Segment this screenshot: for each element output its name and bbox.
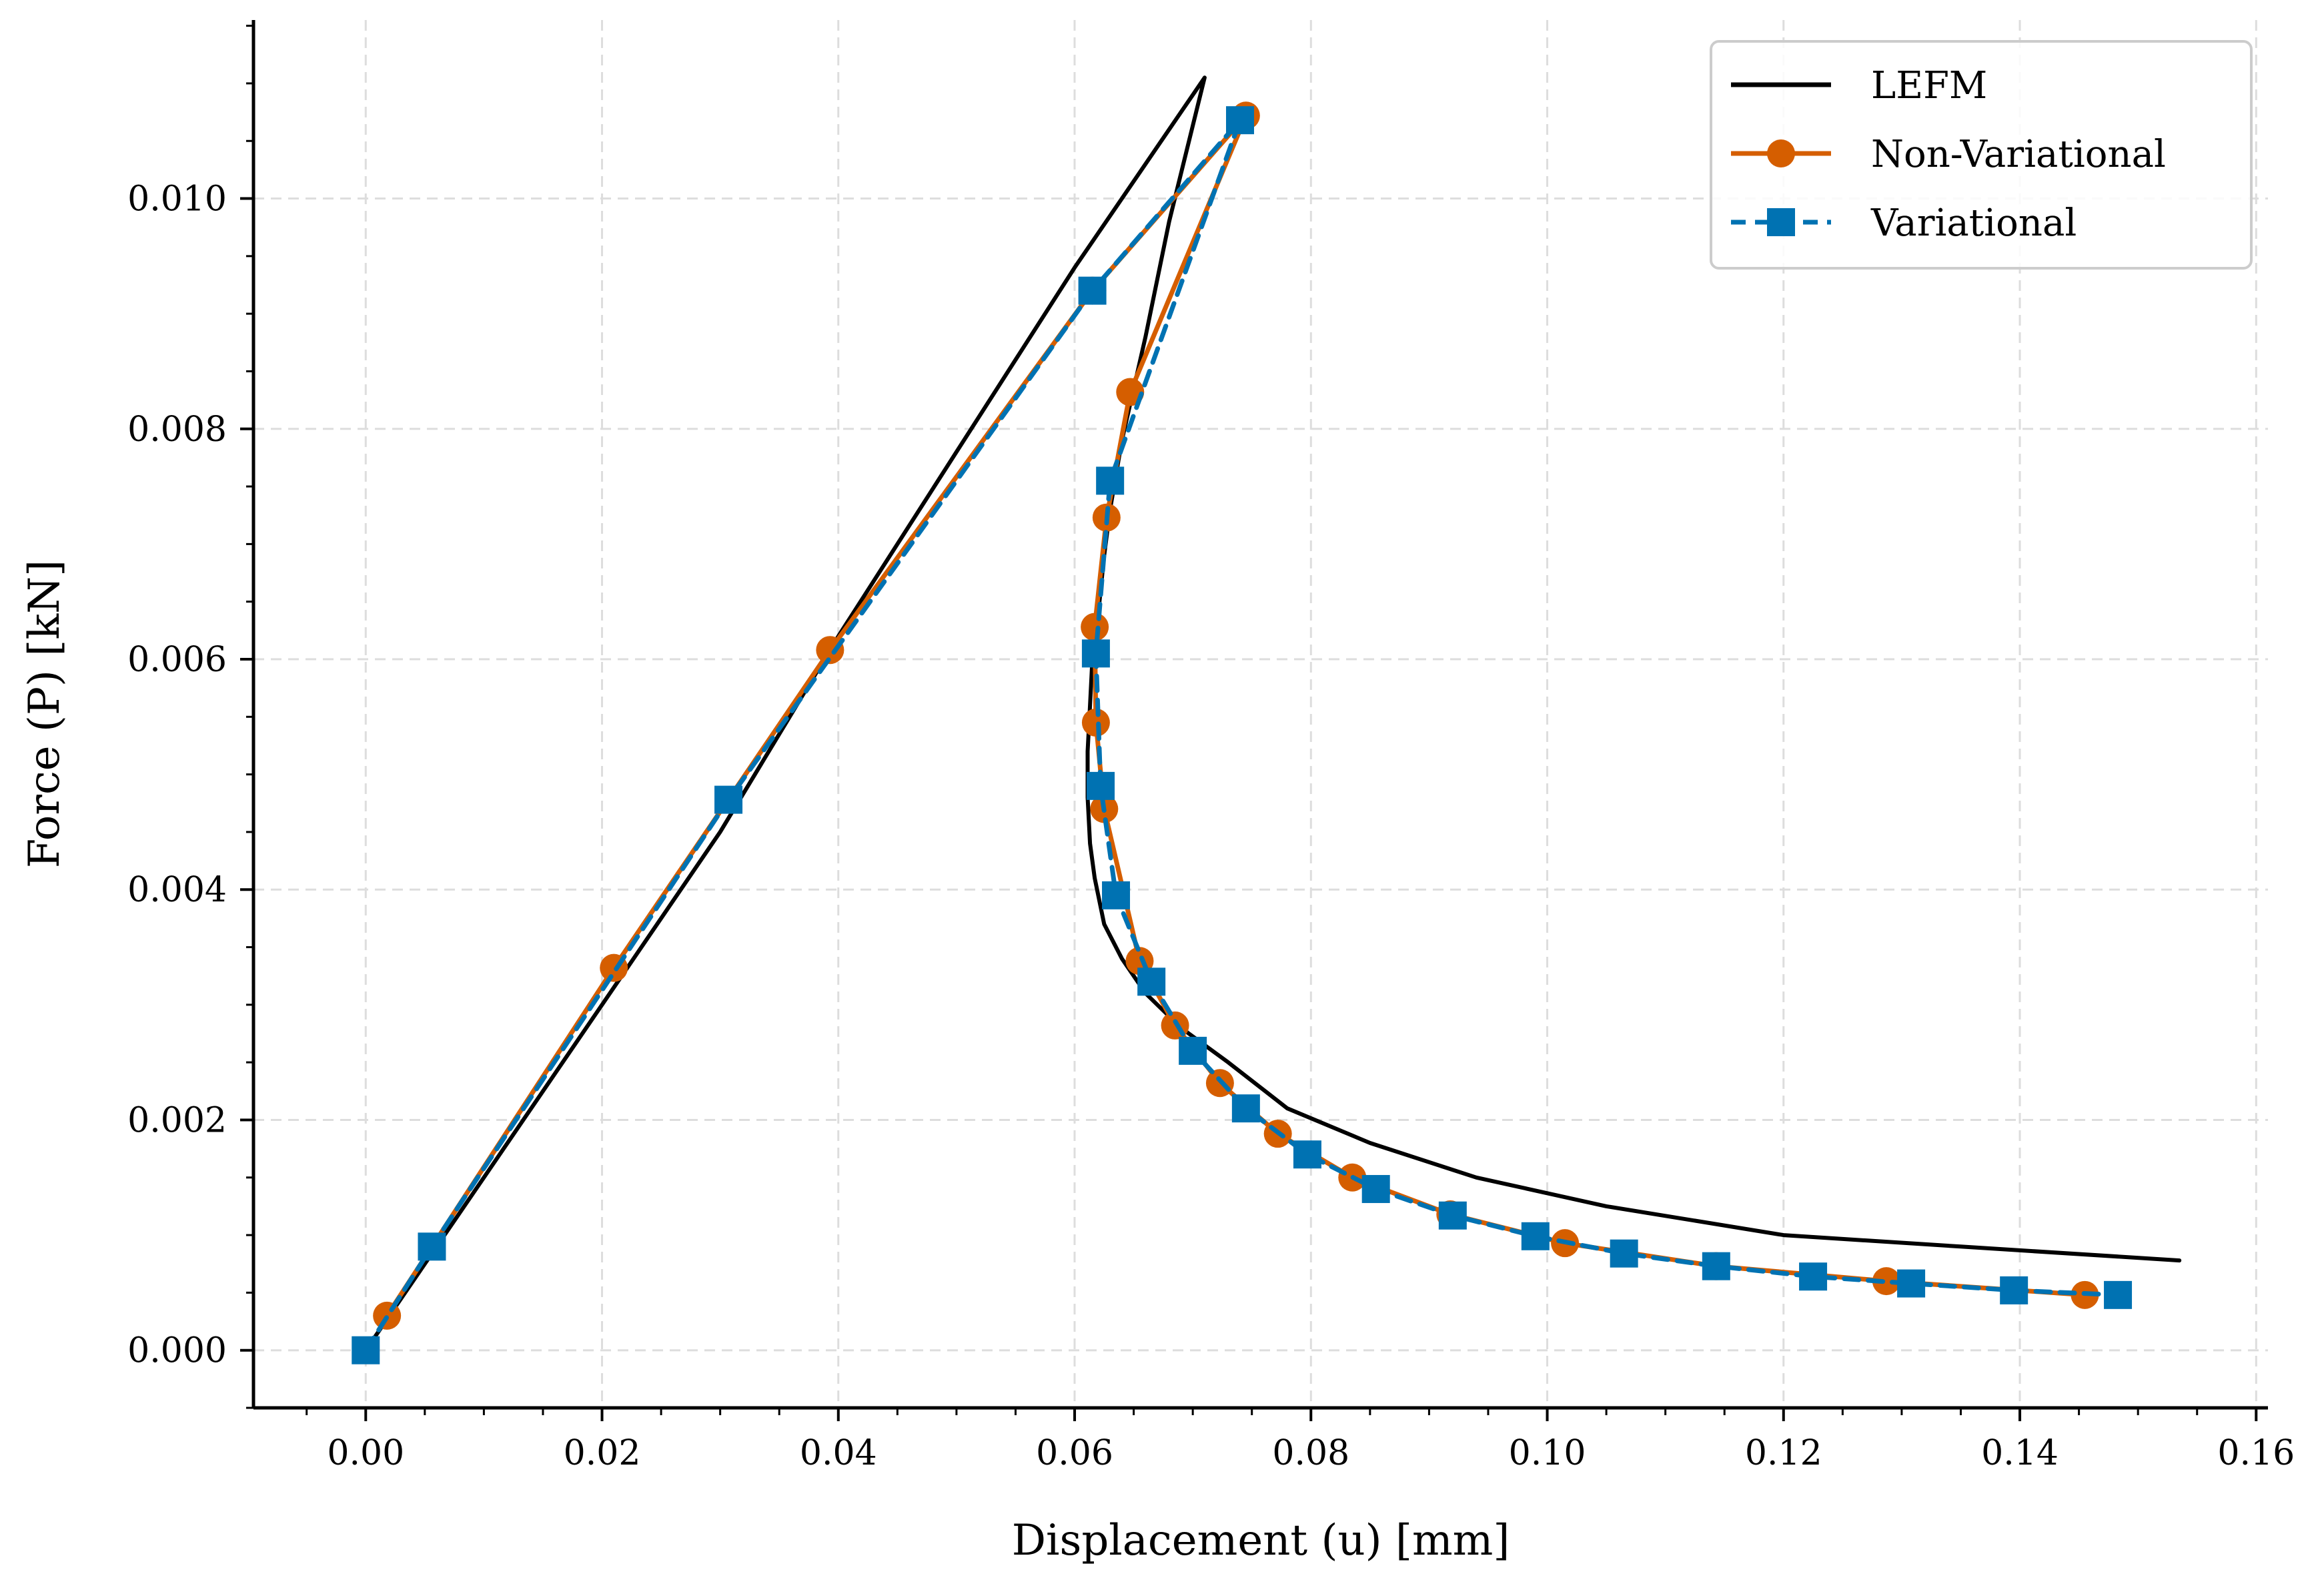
- data-point: [1872, 1267, 1900, 1296]
- data-point: [1226, 106, 1255, 135]
- data-point: [1086, 771, 1115, 800]
- legend-label: Variational: [1870, 202, 2077, 245]
- legend: LEFM Non-Variational Variational: [1710, 40, 2253, 270]
- x-tick-label: 0.16: [2217, 1433, 2295, 1473]
- data-point: [816, 636, 844, 665]
- data-point: [418, 1232, 446, 1261]
- data-point: [1610, 1239, 1638, 1268]
- data-point: [1897, 1269, 1926, 1298]
- series-line: [384, 113, 2087, 1318]
- y-tick-label: 0.008: [127, 410, 227, 450]
- data-point: [2000, 1276, 2028, 1304]
- data-point: [1521, 1222, 1550, 1250]
- x-ticks: 0.00 0.02 0.04 0.06 0.08 0.10 0.12 0.14 0.16: [306, 1408, 2295, 1473]
- data-point: [1179, 1036, 1207, 1065]
- y-tick-label: 0.004: [127, 870, 227, 910]
- data-point: [1799, 1262, 1828, 1291]
- x-tick-label: 0.06: [1036, 1433, 1113, 1473]
- data-point: [1081, 613, 1109, 641]
- series-non-variational: [373, 101, 2099, 1330]
- data-point: [1081, 639, 1110, 668]
- data-point: [1702, 1252, 1730, 1280]
- x-tick-label: 0.10: [1509, 1433, 1586, 1473]
- y-ticks: 0.000 0.002 0.004 0.006 0.008 0.010: [127, 25, 253, 1409]
- legend-box: [1710, 40, 2253, 270]
- data-point: [1102, 881, 1131, 909]
- x-tick-label: 0.02: [564, 1433, 641, 1473]
- data-point: [2104, 1280, 2133, 1309]
- legend-label: LEFM: [1871, 64, 1987, 107]
- x-tick-label: 0.00: [327, 1433, 404, 1473]
- data-point: [352, 1336, 380, 1364]
- series-layer: [352, 75, 2182, 1364]
- y-tick-label: 0.010: [127, 179, 227, 220]
- data-point: [1231, 1094, 1260, 1123]
- data-point: [1767, 139, 1795, 167]
- data-point: [1096, 466, 1125, 495]
- legend-label: Non-Variational: [1871, 133, 2166, 176]
- x-tick-label: 0.14: [1981, 1433, 2059, 1473]
- x-tick-label: 0.08: [1272, 1433, 1349, 1473]
- y-tick-label: 0.002: [127, 1100, 227, 1140]
- y-axis-label: Force (P) [kN]: [20, 560, 69, 868]
- data-point: [714, 785, 743, 814]
- y-tick-label: 0.000: [127, 1331, 227, 1371]
- data-point: [1293, 1140, 1321, 1169]
- data-point: [1438, 1201, 1467, 1230]
- y-tick-label: 0.006: [127, 640, 227, 680]
- data-point: [1767, 208, 1795, 236]
- x-tick-label: 0.12: [1745, 1433, 1822, 1473]
- series-variational: [352, 106, 2133, 1364]
- x-tick-label: 0.04: [800, 1433, 877, 1473]
- data-point: [1081, 708, 1110, 737]
- grid: [253, 20, 2268, 1408]
- series-line: [363, 117, 2121, 1353]
- data-point: [1137, 967, 1166, 996]
- data-point: [1078, 276, 1107, 305]
- x-axis-label: Displacement (u) [mm]: [1012, 1516, 1510, 1565]
- data-point: [1361, 1175, 1390, 1204]
